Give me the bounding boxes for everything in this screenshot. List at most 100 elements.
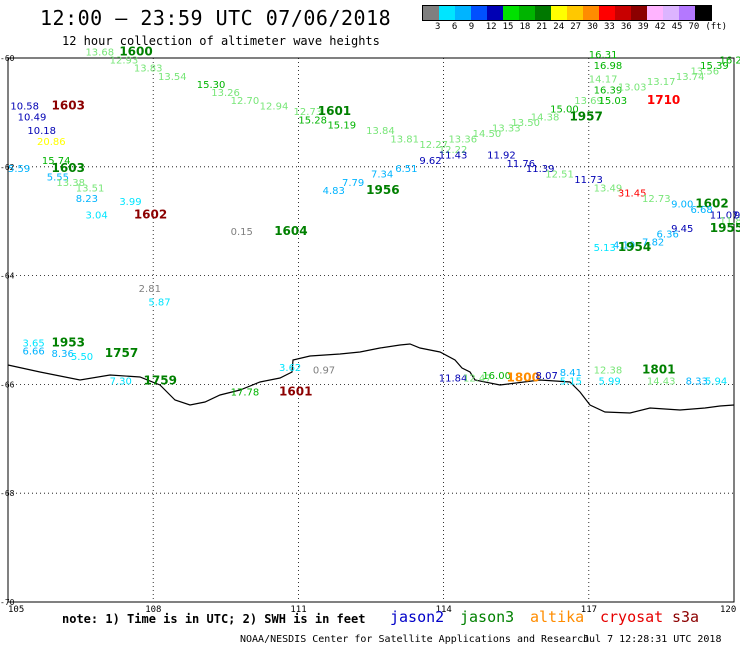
wave-height-label: 5.55 [47, 172, 69, 183]
satellite-legend-altika: altika [530, 608, 585, 626]
wave-height-label: 13.36 [448, 134, 477, 145]
color-scale-labels: 3 6 9 12 15 18 21 24 27 30 33 36 39 42 45 70 (ft) [422, 22, 740, 34]
y-tick-label: -66 [0, 380, 15, 389]
wave-height-label: 10.49 [18, 113, 47, 124]
legend-swatch [647, 6, 663, 20]
credit-line: NOAA/NESDIS Center for Satellite Applica… [240, 634, 590, 645]
legend-swatch [583, 6, 599, 20]
wave-height-label: 16.31 [589, 50, 618, 61]
wave-height-label: 20.86 [37, 137, 66, 148]
wave-height-label: 16.39 [594, 85, 623, 96]
wave-height-label: 7.30 [110, 376, 132, 387]
wave-height-label: 16.00 [482, 371, 511, 382]
wave-height-label: 14.50 [473, 129, 502, 140]
wave-height-label: 13.51 [76, 183, 105, 194]
legend-label: 45 [671, 22, 683, 32]
legend-label: 6 [451, 22, 458, 32]
wave-height-label: 13.74 [676, 72, 705, 83]
pass-time-label: 1957 [569, 110, 602, 124]
wave-height-label: 5.94 [705, 376, 727, 387]
pass-time-label: 1602 [695, 197, 728, 211]
wave-height-label: 15.74 [42, 156, 71, 167]
wave-height-label: 15.03 [598, 96, 627, 107]
wave-height-label: 3.04 [85, 210, 107, 221]
antarctic-coastline [7, 343, 735, 414]
wave-height-label: 8.41 [560, 368, 582, 379]
wave-height-label: 14.38 [531, 113, 560, 124]
legend-label: 42 [654, 22, 666, 32]
wave-height-label: 13.68 [85, 47, 114, 58]
wave-height-label: 13.38 [56, 178, 85, 189]
wave-height-label: 3.65 [23, 338, 45, 349]
footnote: note: 1) Time is in UTC; 2) SWH is in fe… [62, 612, 366, 626]
satellite-legend-s3a: s3a [672, 608, 700, 626]
wave-height-label: 9.45 [671, 224, 693, 235]
x-tick-label: 108 [145, 605, 161, 615]
wave-height-label: 15.00 [550, 104, 579, 115]
pass-time-label: 1604 [274, 224, 307, 238]
wave-height-label: 3.62 [279, 363, 301, 374]
wave-height-label: 12.22 [439, 145, 468, 156]
wave-height-label: 13.50 [511, 118, 540, 129]
y-tick-label: -60 [0, 54, 15, 63]
x-tick-label: 120 [720, 605, 736, 615]
wave-height-label: 0.15 [231, 227, 253, 238]
color-scale-legend [422, 5, 712, 21]
x-tick-label: 117 [581, 605, 597, 615]
wave-height-label: 12.73 [294, 107, 323, 118]
satellite-legend-jason2: jason2 [390, 608, 445, 626]
wave-height-label: 12.47 [463, 374, 492, 385]
wave-height-label: 13.83 [134, 64, 163, 75]
wave-height-label: 5.99 [598, 376, 620, 387]
page-subtitle: 12 hour collection of altimeter wave hei… [62, 34, 380, 48]
legend-swatch [615, 6, 631, 20]
x-tick-label: 114 [436, 605, 452, 615]
legend-swatch [439, 6, 455, 20]
pass-time-label: 1601 [318, 104, 351, 118]
wave-height-label: 11.84 [439, 374, 468, 385]
wave-height-label: 13.49 [594, 183, 623, 194]
wave-height-label: 8.36 [52, 349, 74, 360]
legend-swatch [471, 6, 487, 20]
wave-height-label: 15.28 [298, 115, 327, 126]
y-tick-label: -70 [0, 598, 15, 607]
wave-height-label: 12.38 [594, 366, 623, 377]
x-tick-label: 105 [8, 605, 24, 615]
pass-time-label: 1800 [507, 371, 540, 385]
axis-ticks: 105 108 111 114 117 120 -60 -62 -64 -66 -68 -70 [0, 54, 736, 615]
wave-height-label: 6.66 [23, 346, 45, 357]
legend-label: 15 [502, 22, 514, 32]
wave-height-label: 5.13 [594, 243, 616, 254]
map-frame [7, 57, 735, 603]
map-grid [7, 57, 735, 603]
wave-height-label: 13.56 [690, 66, 719, 77]
generation-timestamp: Jul 7 12:28:31 UTC 2018 [583, 634, 722, 645]
satellite-legend-jason3: jason3 [460, 608, 515, 626]
legend-swatch [679, 6, 695, 20]
wave-height-label: 15.39 [700, 61, 729, 72]
pass-time-label: 1759 [144, 373, 177, 387]
legend-swatch [535, 6, 551, 20]
legend-label: 39 [637, 22, 649, 32]
wave-height-label: 5.87 [148, 298, 170, 309]
legend-swatch [503, 6, 519, 20]
legend-label: (ft) [705, 22, 728, 32]
wave-height-label: 0.97 [313, 366, 335, 377]
wave-height-label: 13.26 [211, 88, 240, 99]
wave-height-label: 11.88 [719, 216, 740, 227]
pass-time-label: 1600 [119, 44, 152, 58]
wave-height-label: 9.62 [419, 156, 441, 167]
x-tick-label: 111 [290, 605, 306, 615]
legend-label: 21 [536, 22, 548, 32]
wave-height-label: 12.27 [419, 140, 448, 151]
legend-label: 30 [587, 22, 598, 32]
wave-height-label: 5.15 [560, 376, 582, 387]
pass-time-label: 1953 [52, 335, 85, 349]
wave-height-label: 7.34 [371, 170, 393, 181]
wave-height-label: 31.45 [618, 189, 647, 200]
wave-height-label: 4.83 [323, 186, 345, 197]
legend-swatch [663, 6, 679, 20]
wave-height-label: 13.69 [574, 96, 603, 107]
pass-time-label: 1710 [647, 93, 680, 107]
